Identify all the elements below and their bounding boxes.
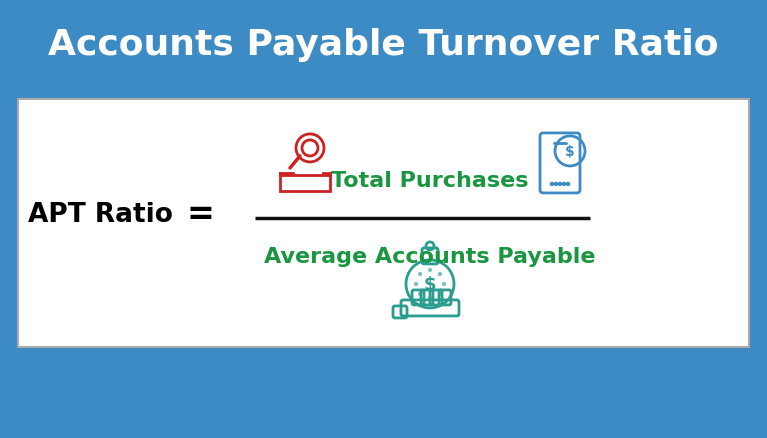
Circle shape: [567, 183, 570, 186]
FancyBboxPatch shape: [0, 357, 767, 438]
Circle shape: [419, 293, 422, 296]
Circle shape: [558, 183, 561, 186]
Circle shape: [429, 269, 432, 272]
FancyBboxPatch shape: [0, 0, 767, 90]
Circle shape: [439, 293, 441, 296]
Circle shape: [439, 273, 441, 276]
Text: $: $: [565, 145, 575, 159]
Circle shape: [562, 183, 565, 186]
Text: =: =: [186, 198, 214, 231]
Text: Total Purchases: Total Purchases: [331, 170, 528, 191]
Text: Average Accounts Payable: Average Accounts Payable: [265, 246, 596, 266]
Text: Accounts Payable Turnover Ratio: Accounts Payable Turnover Ratio: [48, 28, 719, 62]
FancyBboxPatch shape: [18, 100, 749, 347]
Circle shape: [429, 297, 432, 300]
Circle shape: [551, 183, 554, 186]
Circle shape: [555, 183, 558, 186]
Circle shape: [443, 283, 446, 286]
Text: APT Ratio: APT Ratio: [28, 201, 173, 227]
Text: $: $: [423, 276, 436, 293]
Circle shape: [414, 283, 417, 286]
Circle shape: [419, 273, 422, 276]
